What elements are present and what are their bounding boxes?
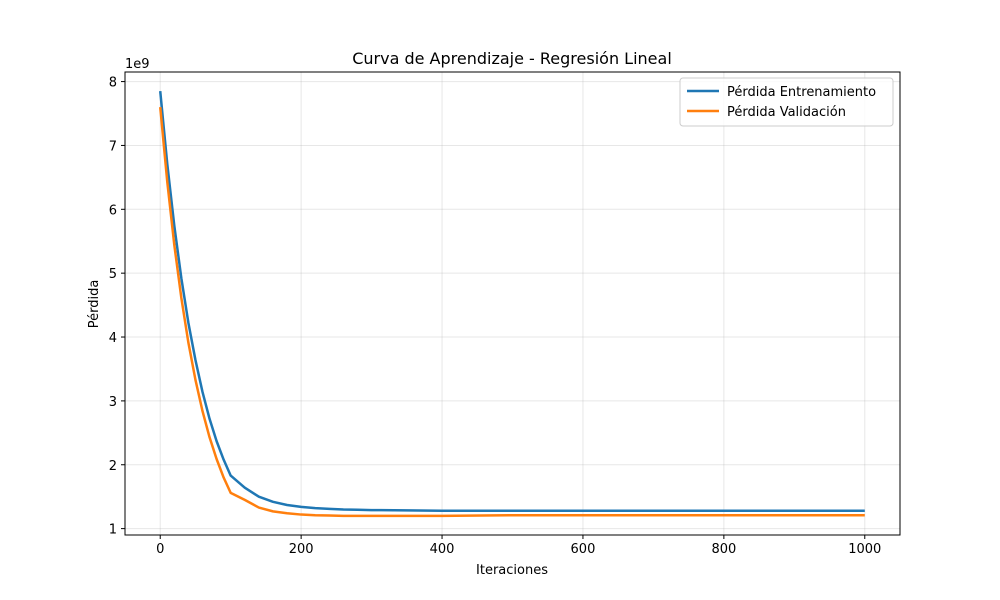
legend-label-validation: Pérdida Validación	[727, 105, 846, 120]
y-tick-label: 2	[109, 459, 117, 474]
y-axis-offset-label: 1e9	[125, 57, 150, 72]
x-tick-label: 800	[711, 542, 736, 557]
axis-ticks: 0 200 400 600 800 1000 1 2 3 4 5 6 7 8	[109, 76, 882, 557]
x-axis-label: Iteraciones	[476, 563, 548, 578]
y-axis-label: Pérdida	[87, 280, 102, 329]
grid-lines	[125, 72, 900, 535]
legend-box	[679, 77, 894, 127]
y-tick-label: 7	[109, 139, 117, 154]
chart-title: Curva de Aprendizaje - Regresión Lineal	[352, 49, 672, 68]
plot-area-frame	[124, 71, 901, 536]
legend-label-train: Pérdida Entrenamiento	[727, 85, 876, 100]
x-tick-label: 1000	[848, 542, 881, 557]
legend: Pérdida Entrenamiento Pérdida Validación	[679, 77, 894, 127]
series-line-validation	[158, 107, 865, 518]
series-line-train	[158, 91, 865, 512]
y-tick-label: 1	[109, 523, 117, 538]
y-tick-label: 5	[109, 267, 117, 282]
x-tick-label: 400	[430, 542, 455, 557]
x-tick-label: 600	[571, 542, 596, 557]
y-tick-label: 3	[109, 395, 117, 410]
y-tick-label: 8	[109, 76, 117, 91]
x-tick-label: 0	[156, 542, 164, 557]
y-tick-label: 6	[109, 203, 117, 218]
x-tick-label: 200	[289, 542, 314, 557]
series-lines	[158, 91, 865, 518]
y-tick-label: 4	[109, 331, 117, 346]
